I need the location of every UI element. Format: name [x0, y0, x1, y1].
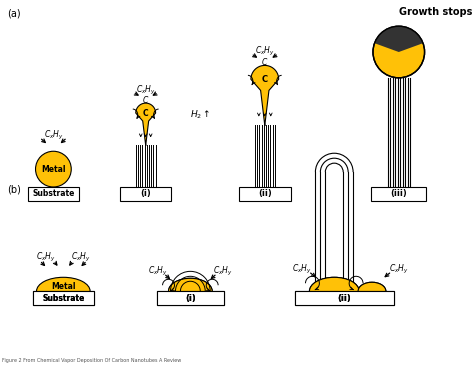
Polygon shape [251, 65, 279, 125]
Text: Substrate: Substrate [32, 189, 74, 199]
Bar [36, 291, 92, 305]
Circle shape [373, 26, 425, 78]
Text: $C$: $C$ [261, 56, 268, 67]
Text: (i): (i) [185, 294, 196, 303]
Text: (b): (b) [7, 184, 21, 194]
Bar [33, 291, 94, 305]
Text: C: C [262, 75, 268, 84]
Text: C: C [143, 108, 148, 118]
Text: $C_xH_y$: $C_xH_y$ [36, 251, 55, 264]
Bar [156, 291, 224, 305]
Text: $C$: $C$ [142, 94, 149, 105]
Text: (i): (i) [185, 294, 196, 303]
Text: Figure 2 From Chemical Vapor Deposition Of Carbon Nanotubes A Review: Figure 2 From Chemical Vapor Deposition … [2, 358, 181, 363]
Ellipse shape [36, 277, 90, 305]
Text: (ii): (ii) [337, 294, 351, 303]
Text: (i): (i) [140, 189, 151, 199]
Text: Growth stops: Growth stops [399, 7, 472, 17]
Bar [27, 187, 79, 201]
Text: $C_xH_y$: $C_xH_y$ [389, 263, 409, 276]
Text: Metal: Metal [41, 165, 65, 174]
Bar [357, 291, 389, 305]
Text: $C_xH_y$: $C_xH_y$ [136, 84, 155, 97]
Text: (ii): (ii) [337, 294, 351, 303]
Ellipse shape [358, 282, 386, 300]
Bar [239, 187, 291, 201]
Polygon shape [136, 103, 155, 145]
Wedge shape [374, 26, 423, 52]
Text: $C_xH_y$: $C_xH_y$ [71, 251, 91, 264]
Ellipse shape [169, 278, 212, 304]
Ellipse shape [358, 282, 386, 300]
Ellipse shape [310, 277, 359, 305]
Text: (a): (a) [7, 8, 20, 18]
Text: $C_xH_y$: $C_xH_y$ [255, 45, 274, 58]
Bar [294, 291, 394, 305]
Bar [156, 291, 224, 305]
Text: (iii): (iii) [391, 189, 407, 199]
Bar [304, 291, 369, 305]
Text: $C_xH_y$: $C_xH_y$ [213, 265, 233, 278]
Text: Substrate: Substrate [42, 294, 84, 303]
Circle shape [36, 151, 71, 187]
Text: $C_xH_y$: $C_xH_y$ [148, 265, 167, 278]
Bar [372, 187, 426, 201]
Ellipse shape [310, 277, 359, 305]
Bar [33, 291, 94, 305]
Text: Substrate: Substrate [42, 294, 84, 303]
Ellipse shape [169, 278, 212, 304]
Bar [120, 187, 172, 201]
Text: (ii): (ii) [258, 189, 272, 199]
Text: $C_xH_y$: $C_xH_y$ [44, 129, 63, 142]
Bar [167, 291, 214, 305]
Text: Metal: Metal [51, 282, 75, 291]
Text: $C_xH_y$: $C_xH_y$ [292, 263, 311, 276]
Text: $H_2\uparrow$: $H_2\uparrow$ [190, 108, 210, 121]
Bar [294, 291, 394, 305]
